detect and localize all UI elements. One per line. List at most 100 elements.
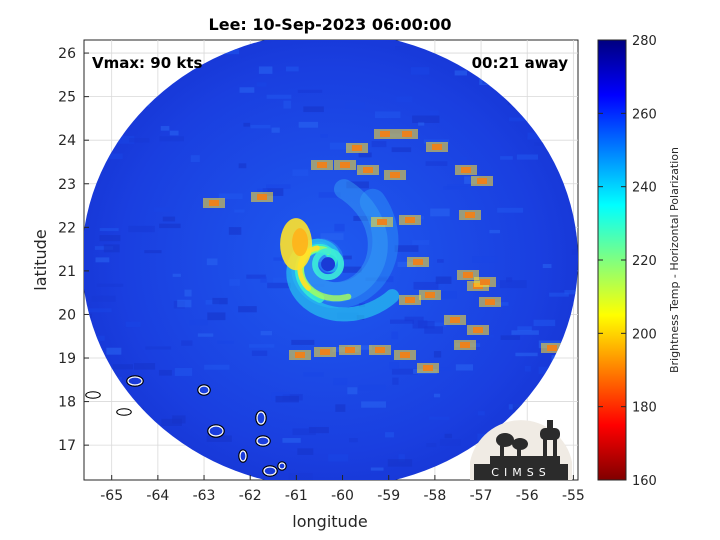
y-tick-label: 25 bbox=[58, 90, 76, 106]
storm-eye bbox=[321, 257, 336, 272]
island-coast bbox=[86, 392, 100, 398]
texture-patch bbox=[485, 30, 507, 35]
hot-cell-halo bbox=[471, 176, 493, 186]
texture-patch bbox=[353, 215, 373, 221]
x-tick-label: -57 bbox=[470, 488, 493, 504]
texture-patch bbox=[423, 139, 450, 144]
island-outline bbox=[255, 435, 271, 447]
y-axis-label: latitude bbox=[31, 229, 50, 290]
texture-patch bbox=[225, 488, 232, 492]
texture-patch bbox=[412, 115, 440, 123]
eyewall bbox=[312, 248, 345, 281]
y-tick-label: 21 bbox=[58, 264, 76, 280]
texture-patch bbox=[389, 361, 399, 370]
hot-cell-halo bbox=[399, 215, 421, 225]
hot-cell-halo bbox=[289, 350, 311, 360]
texture-patch bbox=[161, 418, 182, 426]
hot-cell-halo bbox=[203, 198, 225, 208]
y-tick-label: 18 bbox=[58, 395, 76, 411]
texture-patch bbox=[110, 135, 135, 144]
texture-patch bbox=[106, 31, 130, 38]
texture-patch bbox=[371, 141, 387, 148]
hot-cell-halo bbox=[334, 160, 356, 170]
x-axis-label: longitude bbox=[292, 512, 367, 531]
texture-patch bbox=[212, 297, 228, 305]
texture-patch bbox=[303, 106, 324, 113]
texture-patch bbox=[345, 102, 365, 109]
texture-patch bbox=[387, 459, 413, 467]
hot-cell-halo bbox=[371, 217, 393, 227]
texture-patch bbox=[228, 227, 242, 235]
texture-patch bbox=[103, 244, 120, 253]
texture-patch bbox=[174, 367, 193, 376]
hot-cell-halo bbox=[419, 290, 441, 300]
convective-core-inner bbox=[292, 228, 309, 257]
texture-patch bbox=[358, 152, 372, 158]
texture-patch bbox=[397, 261, 416, 268]
texture-patch bbox=[497, 207, 524, 213]
texture-patch bbox=[334, 223, 345, 232]
texture-patch bbox=[425, 161, 448, 166]
texture-patch bbox=[218, 193, 243, 200]
hot-cell-halo bbox=[384, 170, 406, 180]
texture-patch bbox=[549, 292, 569, 297]
hot-cell-halo bbox=[407, 257, 429, 267]
colorbar-label: Brightness Temp - Horizontal Polarizatio… bbox=[668, 147, 681, 373]
texture-patch bbox=[515, 352, 538, 357]
texture-patch bbox=[262, 188, 284, 196]
island-coast bbox=[127, 376, 143, 386]
texture-patch bbox=[134, 363, 156, 370]
hot-cell-halo bbox=[457, 270, 479, 280]
x-tick-label: -60 bbox=[331, 488, 354, 504]
texture-patch bbox=[392, 377, 399, 385]
texture-patch bbox=[444, 433, 452, 439]
x-tick-label: -55 bbox=[562, 488, 585, 504]
texture-patch bbox=[257, 188, 268, 195]
island-coast bbox=[198, 385, 210, 395]
hot-cell-halo bbox=[357, 165, 379, 175]
texture-patch bbox=[184, 289, 192, 297]
cimss-logo: CIMSS bbox=[470, 420, 572, 480]
hot-cell-halo bbox=[339, 345, 361, 355]
island-outline bbox=[207, 424, 225, 438]
texture-patch bbox=[320, 233, 344, 240]
texture-patch bbox=[267, 282, 291, 289]
texture-patch bbox=[250, 124, 271, 129]
texture-patch bbox=[95, 257, 110, 263]
texture-patch bbox=[509, 117, 531, 122]
texture-patch bbox=[333, 378, 348, 386]
texture-patch bbox=[574, 231, 578, 240]
colorbar: 160 180 200 220 240 260 280 Brightness Temp - … bbox=[597, 34, 681, 489]
chart-title: Lee: 10-Sep-2023 06:00:00 bbox=[209, 15, 452, 34]
texture-patch bbox=[243, 122, 251, 127]
texture-patch bbox=[172, 273, 181, 277]
island-coast bbox=[239, 450, 247, 462]
time-away-annotation: 00:21 away bbox=[472, 54, 569, 72]
colorbar-tick-label: 260 bbox=[632, 107, 657, 122]
texture-patch bbox=[396, 96, 413, 103]
island-outline bbox=[255, 410, 267, 426]
texture-patch bbox=[292, 169, 309, 176]
texture-patch bbox=[298, 121, 319, 128]
texture-patch bbox=[533, 319, 556, 327]
texture-patch bbox=[516, 154, 538, 160]
texture-patch bbox=[177, 299, 192, 308]
texture-patch bbox=[454, 70, 467, 76]
hot-cell-halo bbox=[394, 350, 416, 360]
texture-patch bbox=[99, 228, 119, 232]
texture-patch bbox=[229, 279, 240, 286]
texture-patch bbox=[335, 404, 346, 412]
texture-patch bbox=[189, 319, 208, 326]
texture-patch bbox=[99, 235, 121, 242]
hot-cell-halo bbox=[314, 347, 336, 357]
texture-patch bbox=[105, 153, 123, 160]
texture-patch bbox=[251, 350, 268, 356]
texture-patch bbox=[160, 126, 170, 131]
hot-cell-halo bbox=[251, 192, 273, 202]
texture-patch bbox=[234, 209, 245, 213]
colorbar-tick-label: 220 bbox=[632, 254, 657, 269]
texture-patch bbox=[82, 33, 97, 36]
texture-patch bbox=[238, 163, 247, 169]
texture-patch bbox=[499, 280, 527, 289]
